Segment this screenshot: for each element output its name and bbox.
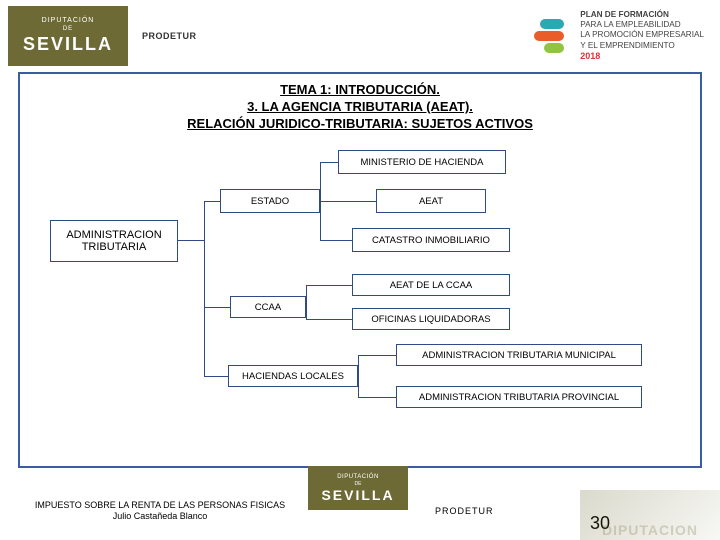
node-ccaa: CCAA (230, 296, 306, 318)
prodetur-label: PRODETUR (142, 31, 197, 41)
connector (306, 285, 352, 286)
node-estado: ESTADO (220, 189, 320, 213)
footer: DIPUTACIÓN DE SEVILLA IMPUESTO SOBRE LA … (0, 482, 720, 540)
diagram-host: ADMINISTRACIONTRIBUTARIA MINISTERIO DE HA… (20, 74, 700, 466)
footer-sev-l3: SEVILLA (321, 487, 394, 503)
node-atp: ADMINISTRACION TRIBUTARIA PROVINCIAL (396, 386, 642, 408)
sevilla-line1: DIPUTACIÓN (42, 17, 95, 24)
sevilla-logo: DIPUTACIÓN DE SEVILLA (8, 6, 128, 66)
footer-course-l2: Julio Castañeda Blanco (10, 511, 310, 522)
header: DIPUTACIÓN DE SEVILLA PRODETUR PLAN DE F… (0, 0, 720, 72)
plan-l4: Y EL EMPRENDIMIENTO (580, 41, 704, 51)
footer-course: IMPUESTO SOBRE LA RENTA DE LAS PERSONAS … (10, 500, 310, 522)
node-root: ADMINISTRACIONTRIBUTARIA (50, 220, 178, 262)
watermark: DIPUTACION (580, 490, 720, 540)
footer-sev-l1: DIPUTACIÓN (337, 474, 379, 480)
node-hloc: HACIENDAS LOCALES (228, 365, 358, 387)
node-atm: ADMINISTRACION TRIBUTARIA MUNICIPAL (396, 344, 642, 366)
node-ofil: OFICINAS LIQUIDADORAS (352, 308, 510, 330)
plan-l1: PLAN DE FORMACIÓN (580, 10, 704, 20)
node-cat: CATASTRO INMOBILIARIO (352, 228, 510, 252)
connector (204, 201, 220, 202)
connector (358, 355, 396, 356)
connector (358, 355, 359, 397)
connector (358, 397, 396, 398)
connector (204, 307, 230, 308)
footer-prodetur: PRODETUR (435, 506, 494, 516)
connector (306, 319, 352, 320)
footer-course-l1: IMPUESTO SOBRE LA RENTA DE LAS PERSONAS … (10, 500, 310, 511)
plan-logo-block: PLAN DE FORMACIÓN PARA LA EMPLEABILIDAD … (530, 10, 704, 62)
node-aeatcc: AEAT DE LA CCAA (352, 274, 510, 296)
node-minh: MINISTERIO DE HACIENDA (338, 150, 506, 174)
connector (178, 240, 204, 241)
sevilla-line2: DE (63, 26, 73, 32)
connector (306, 285, 307, 319)
plan-year: 2018 (580, 51, 704, 62)
connector (320, 201, 376, 202)
connector (204, 376, 228, 377)
footer-sevilla-logo: DIPUTACIÓN DE SEVILLA (308, 466, 408, 510)
main-diagram: TEMA 1: INTRODUCCIÓN. 3. LA AGENCIA TRIB… (18, 72, 702, 468)
plan-glyph-icon (530, 15, 572, 57)
connector (320, 162, 338, 163)
connector (320, 240, 352, 241)
plan-l3: LA PROMOCIÓN EMPRESARIAL (580, 30, 704, 40)
node-aeat: AEAT (376, 189, 486, 213)
connector (204, 201, 205, 377)
sevilla-line3: SEVILLA (23, 34, 113, 55)
plan-text: PLAN DE FORMACIÓN PARA LA EMPLEABILIDAD … (580, 10, 704, 62)
plan-l2: PARA LA EMPLEABILIDAD (580, 20, 704, 30)
